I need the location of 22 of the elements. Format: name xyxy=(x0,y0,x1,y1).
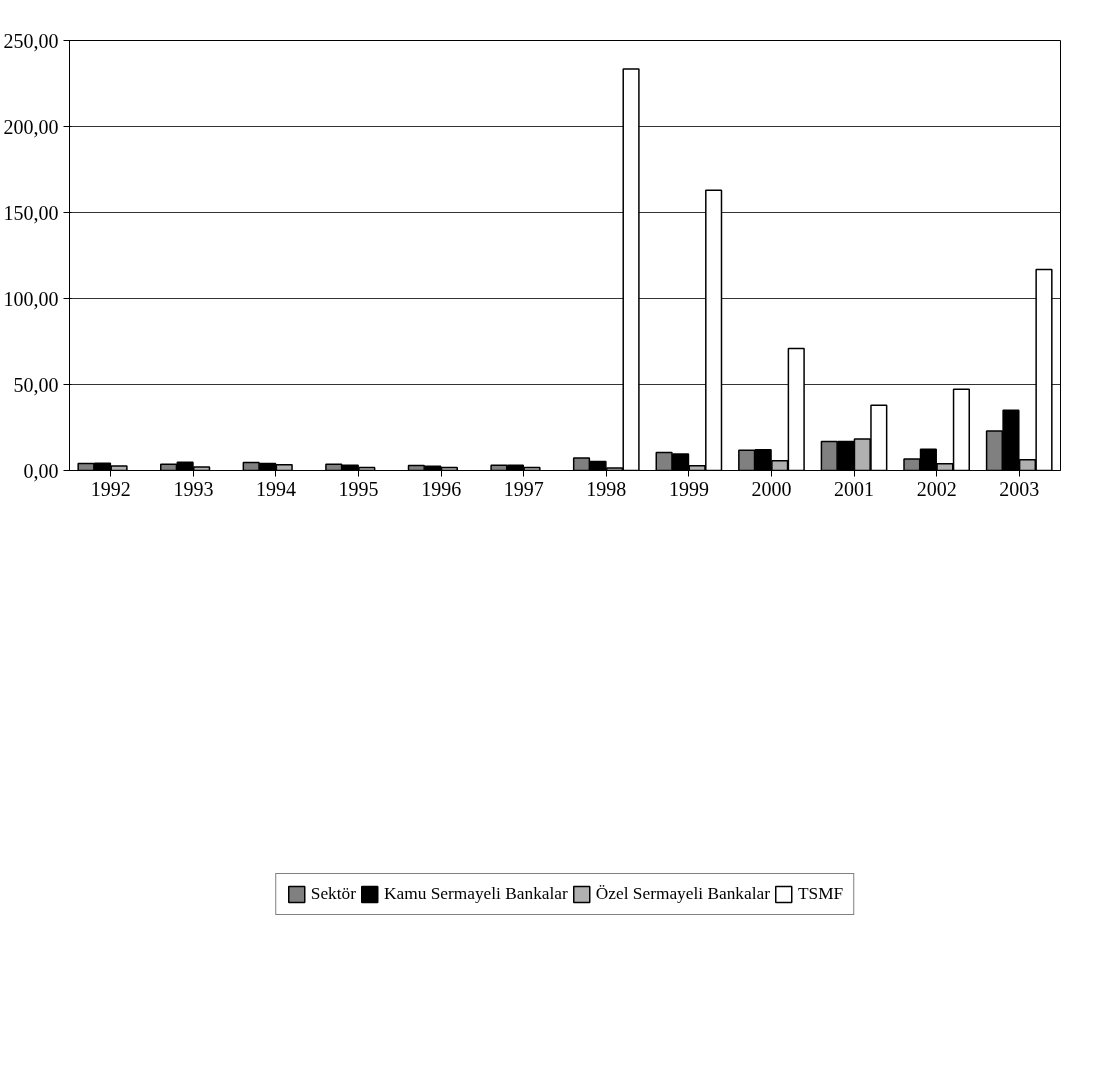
y-tick-label: 150,00 xyxy=(3,201,59,224)
x-tick-label: 2001 xyxy=(834,477,875,500)
legend-label: TSMF xyxy=(797,884,844,904)
x-tick-label: 1999 xyxy=(668,477,709,500)
x-tick-label: 1998 xyxy=(586,477,627,500)
x-tick-label: 2002 xyxy=(916,477,957,500)
x-tick-label: 1992 xyxy=(90,477,131,500)
y-tick-label: 50,00 xyxy=(13,373,59,396)
x-tick-label: 1996 xyxy=(421,477,462,500)
y-tick-label: 200,00 xyxy=(3,115,59,138)
x-tick-label: 1994 xyxy=(255,477,296,500)
x-tick-label: 1995 xyxy=(338,477,379,500)
y-tick-label: 250,00 xyxy=(3,29,59,52)
x-tick-label: 1993 xyxy=(173,477,214,500)
x-tick-label: 2000 xyxy=(751,477,792,500)
y-tick-label: 0,00 xyxy=(23,459,59,482)
x-tick-label: 1997 xyxy=(503,477,544,500)
x-tick-label: 2003 xyxy=(999,477,1040,500)
legend-label: Kamu Sermayeli Bankalar xyxy=(383,884,568,904)
legend-label: Özel Sermayeli Bankalar xyxy=(595,884,770,904)
y-tick-label: 100,00 xyxy=(3,287,59,310)
legend-label: Sektör xyxy=(310,884,356,904)
